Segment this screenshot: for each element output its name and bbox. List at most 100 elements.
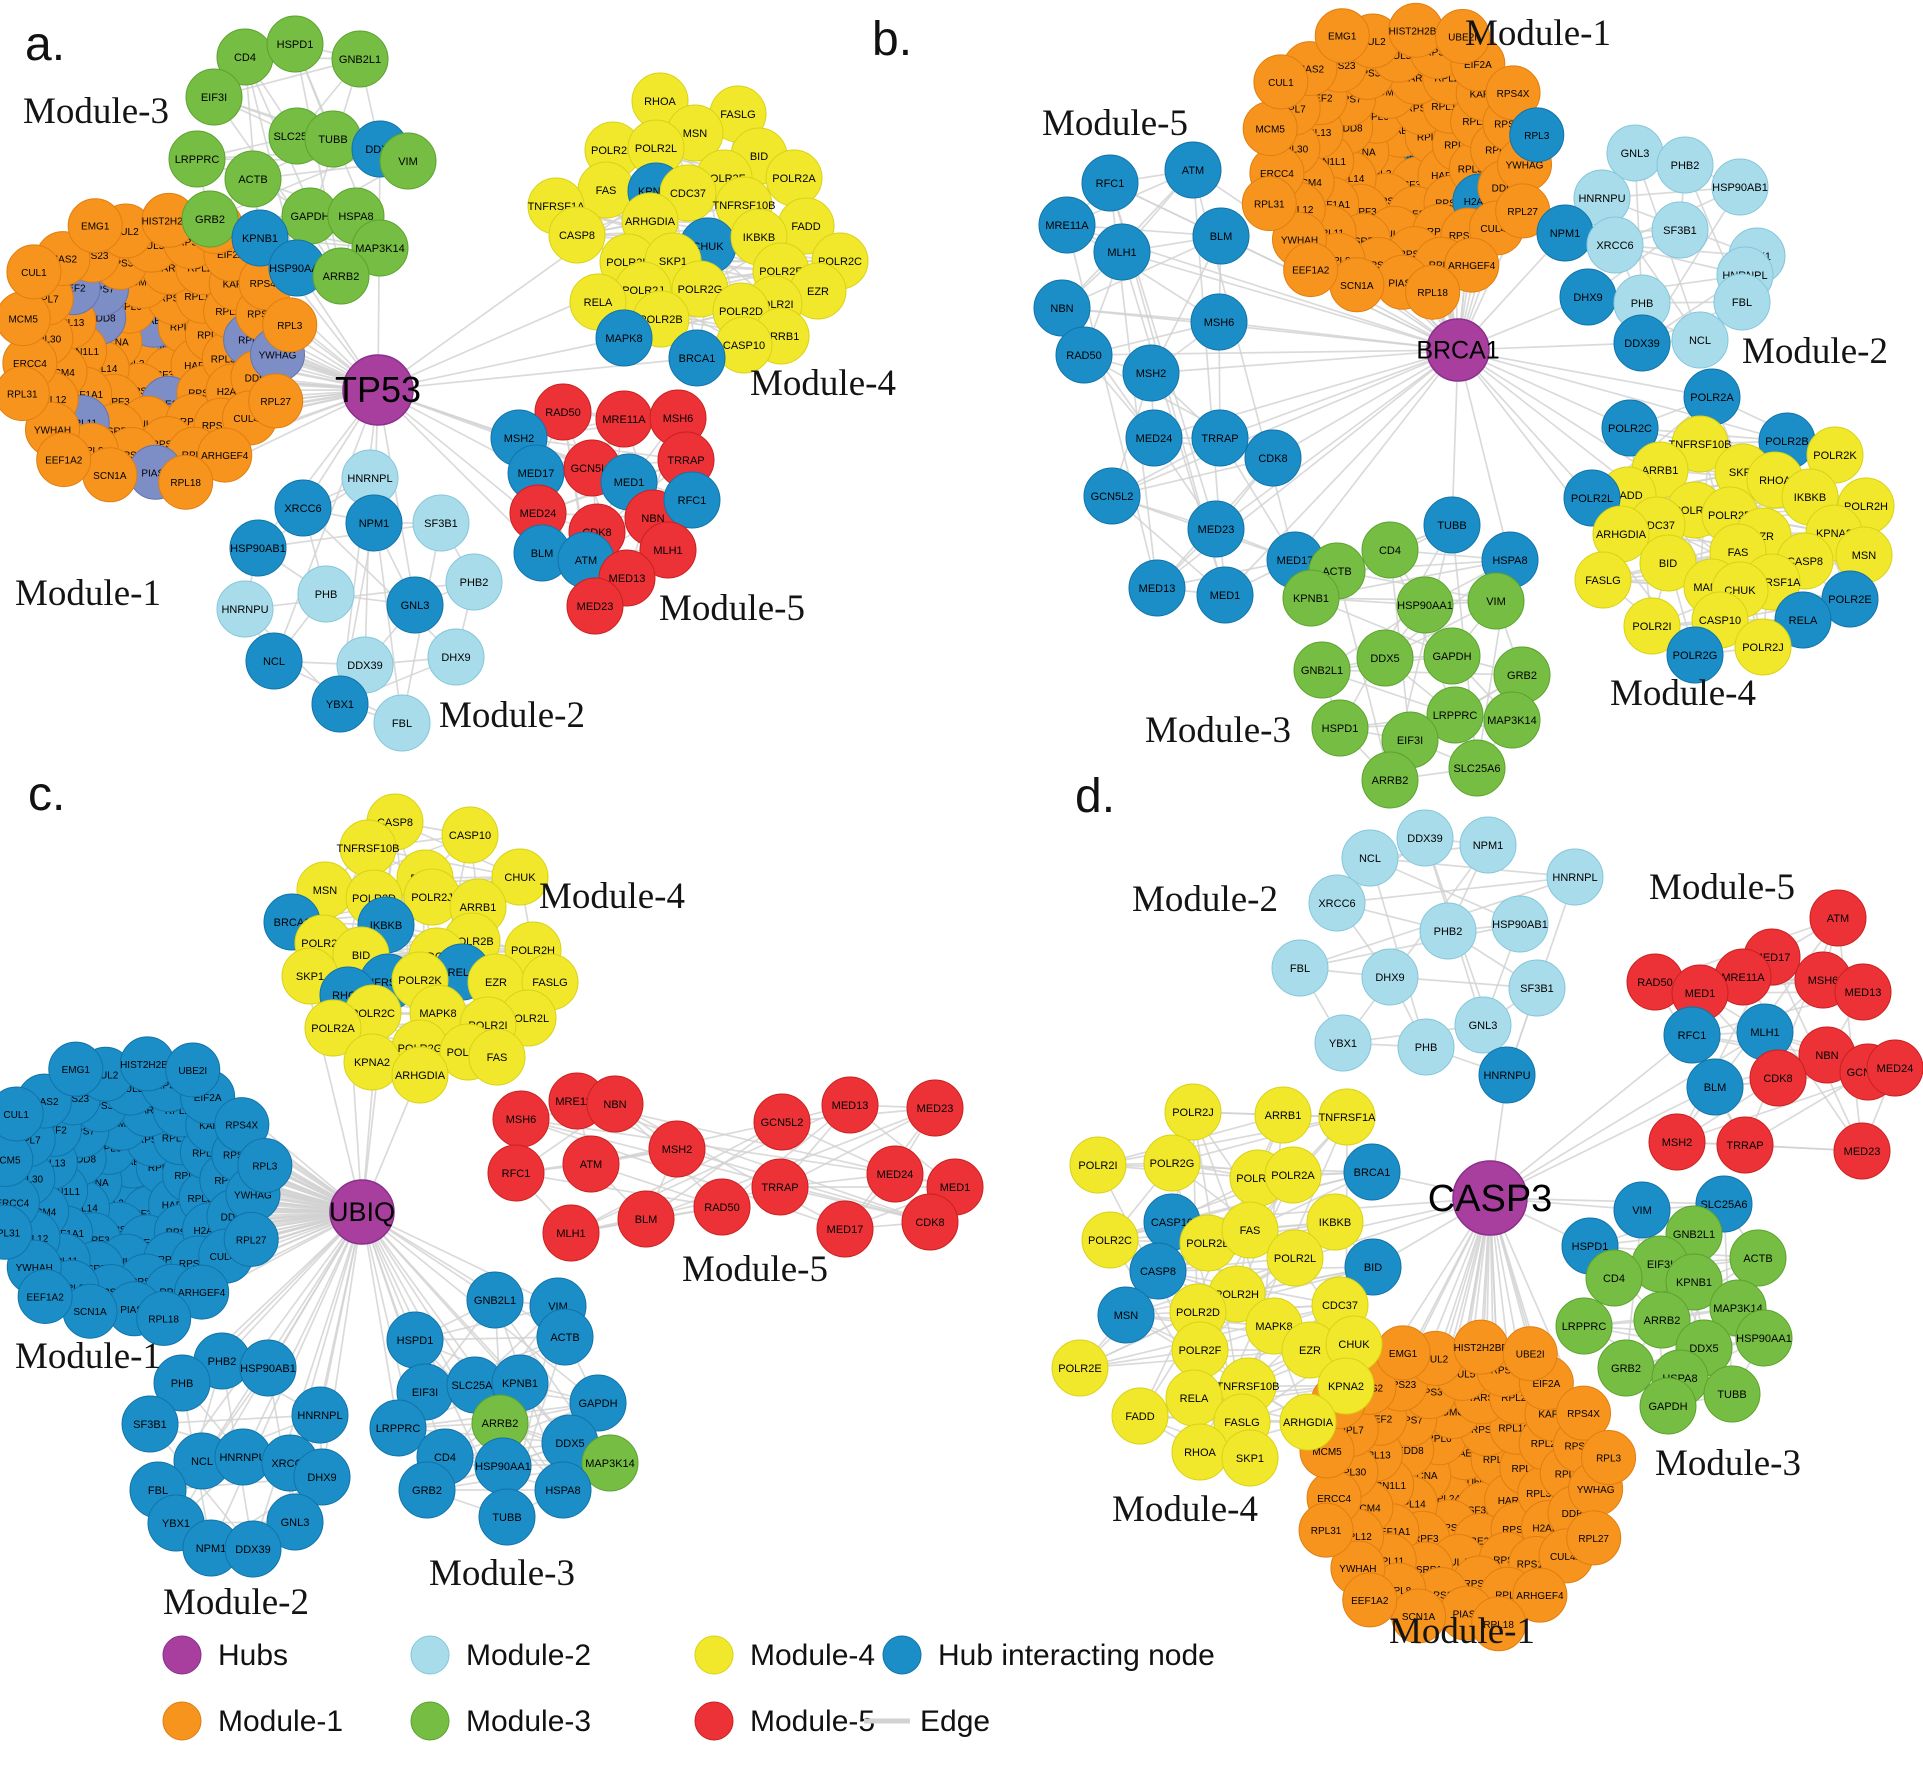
node-EEF1A2[interactable]	[17, 1268, 73, 1324]
node-FADD[interactable]	[1111, 1387, 1169, 1445]
node-HSP90AB1[interactable]	[239, 1339, 297, 1397]
node-MSH2[interactable]	[1122, 344, 1180, 402]
node-RPL18[interactable]	[158, 454, 214, 510]
node-ARHGEF4[interactable]	[1444, 237, 1500, 293]
node-UBE2I[interactable]	[165, 1042, 221, 1098]
node-NBN[interactable]	[1033, 279, 1091, 337]
node-MAP3K14[interactable]	[581, 1434, 639, 1492]
node-NBN[interactable]	[586, 1075, 644, 1133]
node-HNRNPU[interactable]	[1478, 1046, 1536, 1104]
node-ATM[interactable]	[1164, 141, 1222, 199]
node-XRCC6[interactable]	[1586, 216, 1644, 274]
node-EMG1[interactable]	[67, 198, 123, 254]
node-NCL[interactable]	[1341, 829, 1399, 887]
node-FBL[interactable]	[373, 694, 431, 752]
node-CUL1[interactable]	[0, 1086, 44, 1142]
node-VIM[interactable]	[1467, 572, 1525, 630]
node-NCL[interactable]	[245, 632, 303, 690]
node-FAS[interactable]	[1221, 1201, 1279, 1259]
node-ARRB2[interactable]	[1633, 1291, 1691, 1349]
node-HSPA8[interactable]	[534, 1461, 592, 1519]
node-POLR2F[interactable]	[1171, 1321, 1229, 1379]
node-TNFRSF10B[interactable]	[339, 819, 397, 877]
node-PHB2[interactable]	[1656, 136, 1714, 194]
node-MRE11A[interactable]	[595, 390, 653, 448]
node-LRPPRC[interactable]	[168, 130, 226, 188]
node-MED24[interactable]	[1125, 409, 1183, 467]
node-FASLG[interactable]	[1574, 551, 1632, 609]
node-RPL31[interactable]	[1241, 176, 1297, 232]
node-BRCA1[interactable]	[1343, 1143, 1401, 1201]
node-ARHGEF4[interactable]	[197, 427, 253, 483]
node-MED23[interactable]	[1187, 500, 1245, 558]
node-RPL18[interactable]	[1405, 264, 1461, 320]
node-RPL27[interactable]	[248, 373, 304, 429]
node-ARRB1[interactable]	[1254, 1086, 1312, 1144]
node-RPL18[interactable]	[1471, 1596, 1527, 1652]
node-SF3B1[interactable]	[1508, 959, 1566, 1017]
node-SCN1A[interactable]	[1329, 257, 1385, 313]
node-MLH1[interactable]	[1093, 223, 1151, 281]
node-CASP8[interactable]	[1129, 1242, 1187, 1300]
node-HIST2H2BE[interactable]	[1453, 1319, 1509, 1375]
node-GRB2[interactable]	[181, 190, 239, 248]
node-EMG1[interactable]	[1314, 8, 1370, 64]
node-RPL3[interactable]	[262, 297, 318, 353]
node-MED13[interactable]	[821, 1076, 879, 1134]
node-PHB2[interactable]	[1419, 902, 1477, 960]
node-EEF1A2[interactable]	[36, 432, 92, 488]
node-RHOA[interactable]	[1171, 1423, 1229, 1481]
node-POLR2A[interactable]	[1264, 1146, 1322, 1204]
node-GAPDH[interactable]	[1639, 1377, 1697, 1435]
node-RPL3[interactable]	[237, 1138, 293, 1194]
node-MRE11A[interactable]	[1038, 196, 1096, 254]
node-GNL3[interactable]	[1454, 996, 1512, 1054]
node-YBX1[interactable]	[1314, 1014, 1372, 1072]
node-POLR2G[interactable]	[1666, 626, 1724, 684]
node-PHB[interactable]	[297, 565, 355, 623]
node-EMG1[interactable]	[48, 1041, 104, 1097]
node-MLH1[interactable]	[542, 1204, 600, 1262]
node-GNL3[interactable]	[266, 1493, 324, 1551]
node-RPL18[interactable]	[136, 1290, 192, 1346]
node-GRB2[interactable]	[398, 1461, 456, 1519]
node-TRRAP[interactable]	[751, 1158, 809, 1216]
node-UBE2I[interactable]	[1502, 1326, 1558, 1382]
node-MLH1[interactable]	[639, 521, 697, 579]
node-ARRB2[interactable]	[1361, 751, 1419, 809]
node-FBL[interactable]	[1271, 939, 1329, 997]
node-EMG1[interactable]	[1375, 1325, 1431, 1381]
node-HIST2H2BE[interactable]	[1388, 2, 1444, 58]
node-GNL3[interactable]	[1606, 124, 1664, 182]
hub-node-CASP3[interactable]	[1452, 1160, 1528, 1236]
node-MED24[interactable]	[866, 1145, 924, 1203]
node-VIM[interactable]	[1613, 1181, 1671, 1239]
node-SCN1A[interactable]	[82, 447, 138, 503]
node-RELA[interactable]	[1774, 591, 1832, 649]
node-ACTB[interactable]	[1729, 1229, 1787, 1287]
node-SF3B1[interactable]	[1651, 201, 1709, 259]
node-CD4[interactable]	[1361, 521, 1419, 579]
node-MAPK8[interactable]	[595, 309, 653, 367]
node-SF3B1[interactable]	[412, 494, 470, 552]
node-MCM5[interactable]	[0, 291, 51, 347]
node-RPL27[interactable]	[223, 1211, 279, 1267]
node-MSH6[interactable]	[492, 1090, 550, 1148]
node-GRB2[interactable]	[1597, 1339, 1655, 1397]
node-GNB2L1[interactable]	[466, 1271, 524, 1329]
node-MED13[interactable]	[1834, 963, 1892, 1021]
node-HSPD1[interactable]	[1311, 699, 1369, 757]
node-SF3B1[interactable]	[121, 1395, 179, 1453]
node-CDK8[interactable]	[1244, 429, 1302, 487]
node-NPM1[interactable]	[345, 494, 403, 552]
node-HNRNPL[interactable]	[291, 1386, 349, 1444]
node-TNFRSF10B[interactable]	[1671, 415, 1729, 473]
node-ACTB[interactable]	[224, 150, 282, 208]
node-ATM[interactable]	[562, 1135, 620, 1193]
node-MED13[interactable]	[1128, 559, 1186, 617]
node-ATM[interactable]	[1809, 889, 1867, 947]
node-POLR2G[interactable]	[1143, 1134, 1201, 1192]
node-CD4[interactable]	[1585, 1249, 1643, 1307]
node-EIF3I[interactable]	[185, 68, 243, 126]
node-KPNA2[interactable]	[343, 1033, 401, 1091]
